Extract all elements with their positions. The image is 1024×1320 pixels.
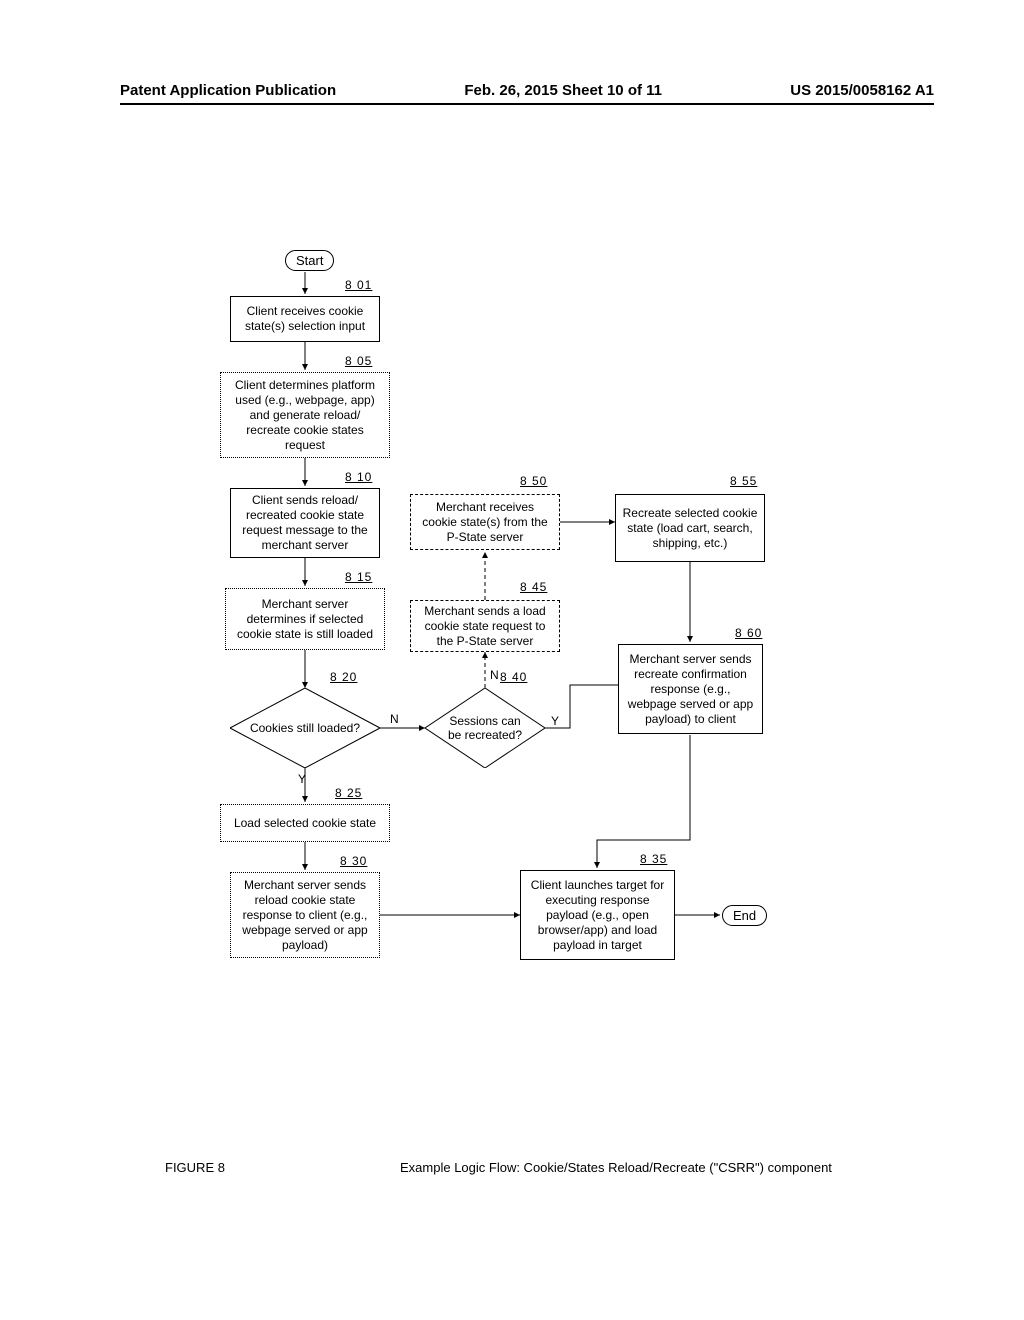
ref-860: 8 60 [735, 626, 762, 640]
box-835: Client launches target for executing res… [520, 870, 675, 960]
header-right: US 2015/0058162 A1 [790, 82, 934, 99]
decision-820-text: Cookies still loaded? [230, 688, 380, 768]
ref-855: 8 55 [730, 474, 757, 488]
start-terminal: Start [285, 250, 334, 271]
edge-n2: N [490, 668, 499, 682]
ref-835: 8 35 [640, 852, 667, 866]
ref-810: 8 10 [345, 470, 372, 484]
box-830: Merchant server sends reload cookie stat… [230, 872, 380, 958]
decision-820: Cookies still loaded? [230, 688, 380, 768]
box-815: Merchant server determines if selected c… [225, 588, 385, 650]
ref-840: 8 40 [500, 670, 527, 684]
edge-y2: Y [551, 714, 559, 728]
page-header: Patent Application Publication Feb. 26, … [120, 82, 934, 105]
box-810: Client sends reload/ recreated cookie st… [230, 488, 380, 558]
box-801: Client receives cookie state(s) selectio… [230, 296, 380, 342]
ref-815: 8 15 [345, 570, 372, 584]
box-805: Client determines platform used (e.g., w… [220, 372, 390, 458]
header-center: Feb. 26, 2015 Sheet 10 of 11 [464, 82, 662, 99]
ref-850: 8 50 [520, 474, 547, 488]
ref-801: 8 01 [345, 278, 372, 292]
box-855: Recreate selected cookie state (load car… [615, 494, 765, 562]
decision-840: Sessions can be recreated? [425, 688, 545, 768]
decision-840-text: Sessions can be recreated? [425, 688, 545, 768]
box-845: Merchant sends a load cookie state reque… [410, 600, 560, 652]
box-860: Merchant server sends recreate confirmat… [618, 644, 763, 734]
ref-805: 8 05 [345, 354, 372, 368]
edge-y1: Y [298, 772, 306, 786]
box-825: Load selected cookie state [220, 804, 390, 842]
box-850: Merchant receives cookie state(s) from t… [410, 494, 560, 550]
ref-825: 8 25 [335, 786, 362, 800]
end-terminal: End [722, 905, 767, 926]
header-left: Patent Application Publication [120, 82, 336, 99]
edge-n1: N [390, 712, 399, 726]
page: Patent Application Publication Feb. 26, … [0, 0, 1024, 1320]
ref-845: 8 45 [520, 580, 547, 594]
flowchart: Start 8 01 Client receives cookie state(… [210, 250, 850, 1130]
ref-820: 8 20 [330, 670, 357, 684]
figure-caption: Example Logic Flow: Cookie/States Reload… [400, 1160, 832, 1175]
figure-label: FIGURE 8 [165, 1160, 225, 1175]
ref-830: 8 30 [340, 854, 367, 868]
